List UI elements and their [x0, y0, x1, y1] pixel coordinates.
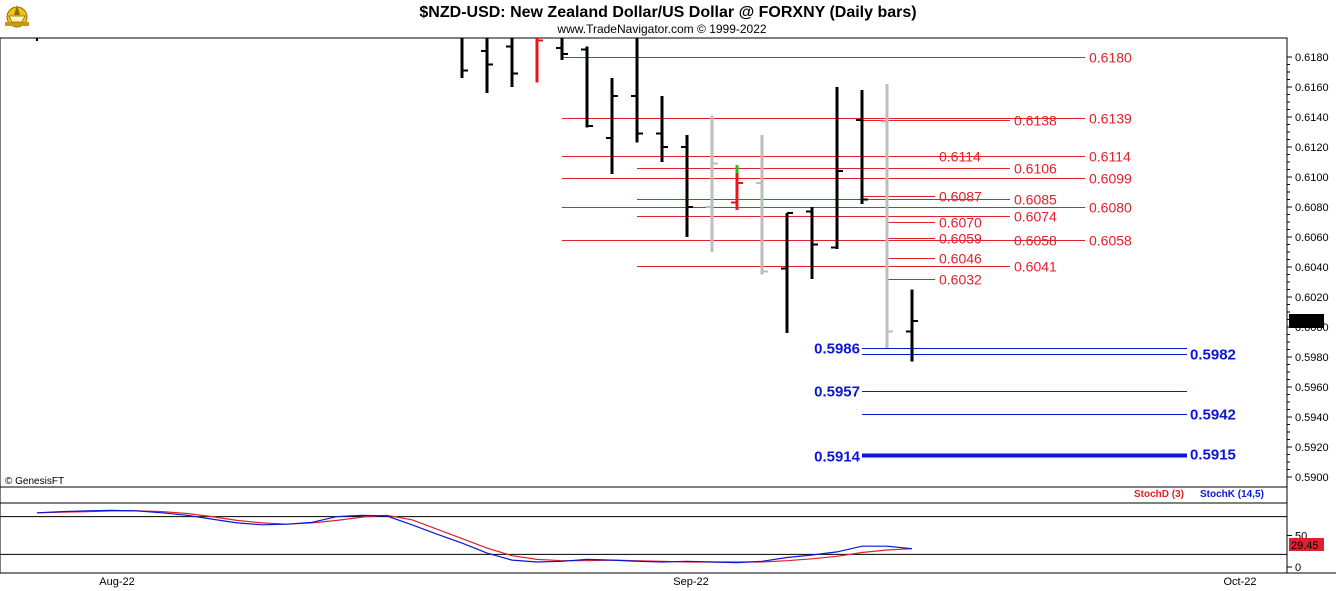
y-tick-label: 0.6060 [1295, 232, 1329, 244]
ohlc-bar [906, 289, 918, 362]
blue-level-label: 0.5914 [814, 449, 861, 466]
ohlc-bar [535, 38, 543, 83]
y-tick-label: 0.6040 [1295, 262, 1329, 274]
red-level-label: 0.6080 [1089, 200, 1132, 216]
ohlc-bar [706, 115, 718, 252]
red-level-label: 0.6046 [939, 251, 982, 267]
stoch-line [36, 509, 913, 564]
price-bars [36, 38, 918, 362]
ship-helm-icon [5, 5, 29, 28]
ohlc-bar [606, 78, 618, 174]
blue-level-label: 0.5915 [1190, 447, 1236, 464]
legend-stochd: StochD (3) [1134, 489, 1184, 500]
stoch-last-value-label: 29.45 [1291, 540, 1319, 552]
red-level-label: 0.6041 [1014, 259, 1057, 275]
stoch-reference-lines [0, 516, 1287, 555]
last-price-label: 0.6004 [1291, 316, 1325, 328]
y-tick-label: 0.6120 [1295, 142, 1329, 154]
ohlc-bar [856, 90, 868, 204]
y-tick-label: 0.5960 [1295, 382, 1329, 394]
red-level-label: 0.6032 [939, 272, 982, 288]
y-tick-label: 0.6160 [1295, 82, 1329, 94]
ohlc-bar [781, 212, 793, 333]
y-tick-label: 0.5900 [1295, 472, 1329, 484]
stoch-line [36, 510, 913, 563]
stoch-last-value-marker: 29.45 [1289, 538, 1324, 552]
last-price-marker: 0.6004 [1289, 314, 1325, 328]
y-tick-label: 0.5920 [1295, 442, 1329, 454]
ohlc-bar [756, 135, 768, 275]
red-level-label: 0.6099 [1089, 171, 1132, 187]
red-level-label: 0.6106 [1014, 161, 1057, 177]
x-label-sep: Sep-22 [673, 576, 708, 588]
y-tick-label: 0.6080 [1295, 202, 1329, 214]
ohlc-bar [656, 96, 668, 162]
price-y-axis: 0.6180 0.6160 0.6140 0.6120 0.6100 0.6080 0.60… [1286, 38, 1329, 487]
red-level-label: 0.6058 [1014, 233, 1057, 249]
stoch-tick-label: 0 [1295, 562, 1301, 574]
red-level-label: 0.6114 [939, 149, 981, 165]
blue-level-label: 0.5957 [814, 384, 860, 401]
ohlc-bar [831, 87, 843, 249]
legend-stochk: StochK (14,5) [1200, 489, 1264, 500]
ohlc-bar [806, 207, 818, 279]
y-tick-label: 0.6100 [1295, 172, 1329, 184]
y-tick-label: 0.5980 [1295, 352, 1329, 364]
red-level-label: 0.6085 [1014, 192, 1057, 208]
stoch-series [36, 509, 913, 564]
ohlc-bar [631, 38, 643, 143]
ohlc-bar [460, 38, 468, 78]
chart-title: $NZD-USD: New Zealand Dollar/US Dollar @… [419, 4, 916, 21]
red-level-label: 0.6074 [1014, 209, 1057, 225]
ohlc-bar [556, 38, 568, 60]
x-label-oct: Oct-22 [1223, 576, 1256, 588]
red-level-label: 0.6180 [1089, 50, 1132, 66]
y-tick-label: 0.6020 [1295, 292, 1329, 304]
blue-level-label: 0.5982 [1190, 347, 1236, 364]
red-level-label: 0.6059 [939, 231, 982, 247]
red-level-label: 0.6058 [1089, 233, 1132, 249]
ohlc-bar [481, 38, 493, 93]
blue-level-lines: 0.5986 0.5982 0.5957 0.5942 0.5914 0.5915 [814, 341, 1236, 466]
blue-level-label: 0.5986 [814, 341, 860, 358]
x-label-aug: Aug-22 [99, 576, 134, 588]
ohlc-bar [681, 135, 693, 237]
copyright-text: www.TradeNavigator.com © 1999-2022 [556, 22, 766, 36]
ohlc-bar [881, 84, 893, 348]
red-level-label: 0.6138 [1014, 113, 1057, 129]
y-tick-label: 0.6180 [1295, 52, 1329, 64]
blue-level-label: 0.5942 [1190, 407, 1236, 424]
price-panel-frame [0, 37, 1288, 488]
y-tick-label: 0.5940 [1295, 412, 1329, 424]
ohlc-bar [581, 46, 593, 128]
y-tick-label: 0.6140 [1295, 112, 1329, 124]
red-level-label: 0.6139 [1089, 111, 1132, 127]
red-level-lines: 0.6180 0.6139 0.6138 0.6114 0.6114 0.6106 0.60… [562, 50, 1132, 288]
stoch-panel-frame [0, 486, 1288, 574]
red-level-label: 0.6114 [1089, 149, 1131, 165]
red-level-label: 0.6070 [939, 215, 982, 231]
logo [5, 5, 29, 28]
stoch-y-axis: 500 [1287, 531, 1307, 574]
red-level-label: 0.6087 [939, 189, 982, 205]
ohlc-bar [506, 38, 518, 87]
genesis-watermark: © GenesisFT [5, 476, 64, 487]
